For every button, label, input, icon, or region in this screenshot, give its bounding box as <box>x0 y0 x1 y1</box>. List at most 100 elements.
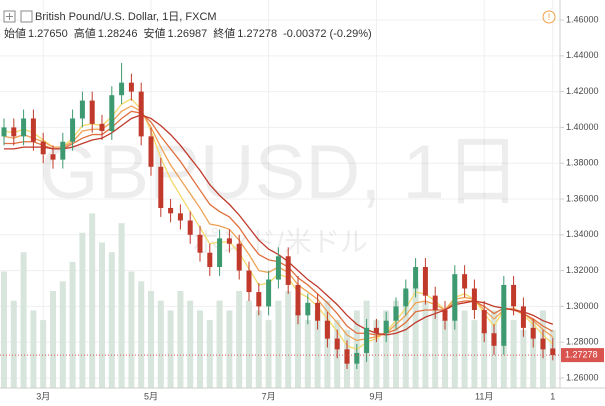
volume-bar <box>89 213 96 388</box>
candle-body <box>21 118 27 137</box>
candle-body <box>197 234 203 253</box>
symbol-icon[interactable] <box>20 10 33 23</box>
volume-bar <box>422 300 429 388</box>
alert-icon[interactable] <box>542 10 556 24</box>
volume-bar <box>206 320 213 388</box>
volume-bar <box>79 232 86 388</box>
candle-body <box>50 154 56 160</box>
candle-body <box>481 309 487 334</box>
candle-body <box>275 256 281 280</box>
candle-body <box>11 127 17 137</box>
volume-bar <box>197 310 203 388</box>
y-tick-label: 1.38000 <box>566 158 599 168</box>
volume-bar <box>275 300 282 388</box>
candle-body <box>373 327 379 334</box>
volume-bar <box>451 300 458 388</box>
price-axis <box>560 0 605 406</box>
candle-body <box>540 338 546 350</box>
volume-bar <box>265 320 272 388</box>
legend-change: -0.00372 (-0.29%) <box>283 28 372 40</box>
candle-body <box>393 306 399 321</box>
candle-body <box>324 320 330 339</box>
volume-bar <box>40 320 47 388</box>
volume-bar <box>177 291 184 388</box>
legend-value: 1.26987 <box>168 28 208 40</box>
volume-bar <box>432 310 439 388</box>
candle-body <box>1 127 7 137</box>
legend-value: 1.27650 <box>28 28 68 40</box>
last-price-label: 1.27278 <box>565 349 598 359</box>
candle-body <box>119 82 125 96</box>
candle-body <box>236 243 242 271</box>
volume-bar <box>216 300 223 388</box>
y-tick-label: 1.30000 <box>566 301 599 311</box>
legend-label: 終値 <box>213 26 235 40</box>
y-tick-label: 1.34000 <box>566 229 599 239</box>
y-tick-label: 1.36000 <box>566 193 599 203</box>
candle-body <box>452 274 458 321</box>
candle-body <box>462 274 468 289</box>
candle-body <box>60 141 66 160</box>
volume-bar <box>412 281 419 388</box>
candle-body <box>217 238 223 268</box>
candle-body <box>266 279 272 307</box>
x-tick-label: 3月 <box>36 391 50 401</box>
volume-bar <box>461 310 468 388</box>
volume-bar <box>442 320 448 388</box>
volume-bar <box>314 310 321 388</box>
volume-bar <box>69 261 76 388</box>
volume-bar <box>481 329 488 388</box>
volume-bar <box>59 281 66 388</box>
candle-body <box>40 141 46 155</box>
volume-bar <box>118 223 125 388</box>
volume-bar <box>157 300 164 388</box>
volume-bar <box>50 291 56 388</box>
y-tick-label: 1.32000 <box>566 265 599 275</box>
y-tick-label: 1.44000 <box>566 50 599 60</box>
candle-body <box>70 118 76 142</box>
volume-bar <box>520 329 527 388</box>
volume-bar <box>30 310 37 388</box>
candle-body <box>413 267 419 289</box>
candle-body <box>89 100 95 124</box>
axes: 1.26000 1.28000 1.30000 1.32000 1.34000 1.360… <box>36 14 604 401</box>
y-tick-label: 1.46000 <box>566 14 599 24</box>
candle-body <box>403 288 409 307</box>
candle-body <box>305 302 311 316</box>
candle-body <box>168 207 174 214</box>
volume <box>1 213 556 388</box>
candle-body <box>285 256 291 285</box>
candle-body <box>109 95 115 132</box>
volume-bar <box>236 291 243 388</box>
volume-bar <box>530 320 537 388</box>
legend-label: 安値 <box>144 26 166 40</box>
ohlc-legend: 始値 1.27650 高値 1.28246 安値 1.26987 終値 1.27278 -0.0… <box>4 26 372 40</box>
candle-body <box>442 309 448 321</box>
candle-body <box>520 306 526 328</box>
watermark: GBPUSD, 1日 <box>39 130 520 215</box>
x-tick-label: 5月 <box>144 391 158 401</box>
volume-bar <box>373 320 380 388</box>
candle-body <box>501 284 507 346</box>
volume-bar <box>471 320 478 388</box>
candle-body <box>295 284 301 316</box>
volume-bar <box>226 310 233 388</box>
candle-body <box>354 352 360 364</box>
x-tick-label: 1 <box>550 391 555 401</box>
candle-body <box>226 238 232 244</box>
legend-label: 高値 <box>74 26 96 40</box>
candle-body <box>79 100 85 119</box>
candle-body <box>383 320 389 334</box>
volume-bar <box>187 300 194 388</box>
alert-icon-mark: ! <box>548 12 551 22</box>
volume-bar <box>1 271 7 388</box>
volume-bar <box>128 271 135 388</box>
x-tick-label: 9月 <box>369 391 383 401</box>
volume-bar <box>383 310 390 388</box>
candle-body <box>550 348 556 356</box>
candle-body <box>364 327 370 353</box>
volume-bar <box>167 310 174 388</box>
volume-bar <box>138 281 145 388</box>
volume-bar <box>510 320 517 388</box>
